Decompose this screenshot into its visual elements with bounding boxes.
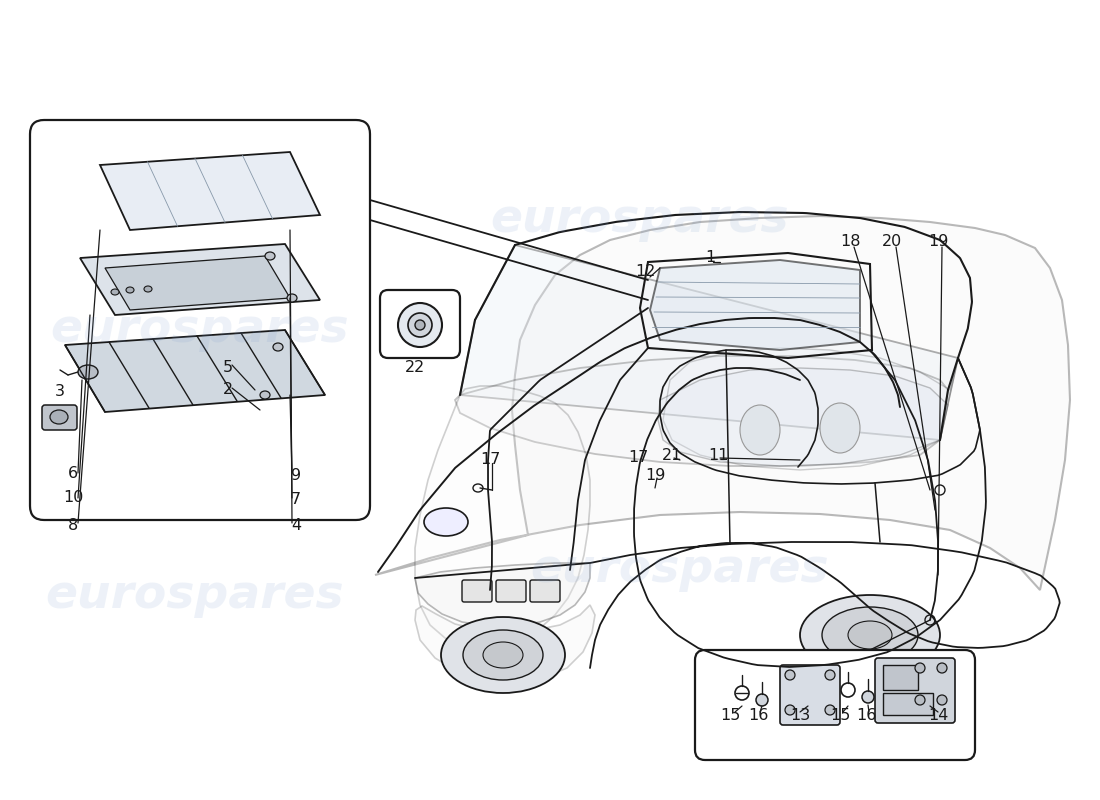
Text: 20: 20: [882, 234, 902, 250]
Text: 11: 11: [707, 447, 728, 462]
Ellipse shape: [740, 405, 780, 455]
Text: 8: 8: [68, 518, 78, 533]
FancyBboxPatch shape: [780, 665, 840, 725]
Ellipse shape: [937, 663, 947, 673]
Text: 13: 13: [790, 707, 810, 722]
Text: 6: 6: [68, 466, 78, 481]
Text: 16: 16: [856, 707, 877, 722]
Ellipse shape: [111, 289, 119, 295]
Ellipse shape: [483, 642, 522, 668]
Ellipse shape: [424, 508, 468, 536]
Ellipse shape: [78, 365, 98, 379]
Ellipse shape: [408, 313, 432, 337]
Bar: [883, 665, 918, 690]
Polygon shape: [415, 605, 595, 682]
Ellipse shape: [785, 670, 795, 680]
FancyBboxPatch shape: [496, 580, 526, 602]
Ellipse shape: [937, 695, 947, 705]
Polygon shape: [80, 244, 320, 315]
Polygon shape: [375, 216, 1070, 590]
Text: 19: 19: [927, 234, 948, 250]
Ellipse shape: [398, 303, 442, 347]
Ellipse shape: [785, 705, 795, 715]
Ellipse shape: [756, 694, 768, 706]
FancyBboxPatch shape: [462, 580, 492, 602]
FancyBboxPatch shape: [874, 658, 955, 723]
Text: 5: 5: [223, 361, 233, 375]
Ellipse shape: [915, 663, 925, 673]
Text: 15: 15: [719, 707, 740, 722]
FancyBboxPatch shape: [30, 120, 370, 520]
Ellipse shape: [126, 287, 134, 293]
Polygon shape: [100, 152, 320, 230]
Text: eurospares: eurospares: [46, 573, 344, 618]
Ellipse shape: [800, 595, 940, 675]
Polygon shape: [104, 256, 290, 310]
Ellipse shape: [463, 630, 543, 680]
Text: 9: 9: [290, 467, 301, 482]
Ellipse shape: [287, 294, 297, 302]
Bar: [883, 693, 933, 715]
Text: eurospares: eurospares: [51, 307, 350, 353]
Ellipse shape: [144, 286, 152, 292]
Polygon shape: [460, 245, 958, 440]
FancyBboxPatch shape: [379, 290, 460, 358]
Text: eurospares: eurospares: [491, 198, 790, 242]
Ellipse shape: [820, 403, 860, 453]
Text: 18: 18: [839, 234, 860, 250]
Polygon shape: [658, 368, 948, 466]
Text: 10: 10: [63, 490, 84, 506]
Text: 19: 19: [645, 467, 665, 482]
Text: 22: 22: [405, 361, 425, 375]
Text: 17: 17: [628, 450, 648, 465]
Text: 14: 14: [927, 707, 948, 722]
FancyBboxPatch shape: [42, 405, 77, 430]
Ellipse shape: [825, 705, 835, 715]
Ellipse shape: [822, 607, 918, 663]
Ellipse shape: [825, 670, 835, 680]
Text: 4: 4: [290, 518, 301, 533]
Polygon shape: [663, 348, 958, 470]
Ellipse shape: [50, 410, 68, 424]
Polygon shape: [415, 563, 590, 626]
Ellipse shape: [415, 320, 425, 330]
Polygon shape: [455, 356, 948, 466]
Text: eurospares: eurospares: [530, 547, 829, 593]
Text: 7: 7: [290, 493, 301, 507]
Polygon shape: [415, 386, 590, 648]
Ellipse shape: [915, 695, 925, 705]
Polygon shape: [65, 330, 324, 412]
Ellipse shape: [862, 691, 874, 703]
Text: 21: 21: [662, 447, 682, 462]
FancyBboxPatch shape: [530, 580, 560, 602]
Polygon shape: [650, 260, 860, 350]
Ellipse shape: [260, 391, 270, 399]
Text: 15: 15: [829, 707, 850, 722]
Ellipse shape: [441, 617, 565, 693]
Text: 17: 17: [480, 453, 501, 467]
Text: 1: 1: [705, 250, 715, 266]
Text: 16: 16: [748, 707, 768, 722]
Text: 2: 2: [223, 382, 233, 398]
FancyBboxPatch shape: [695, 650, 975, 760]
Ellipse shape: [265, 252, 275, 260]
Text: 12: 12: [635, 265, 656, 279]
Text: 3: 3: [55, 385, 65, 399]
Ellipse shape: [848, 621, 892, 649]
Ellipse shape: [273, 343, 283, 351]
